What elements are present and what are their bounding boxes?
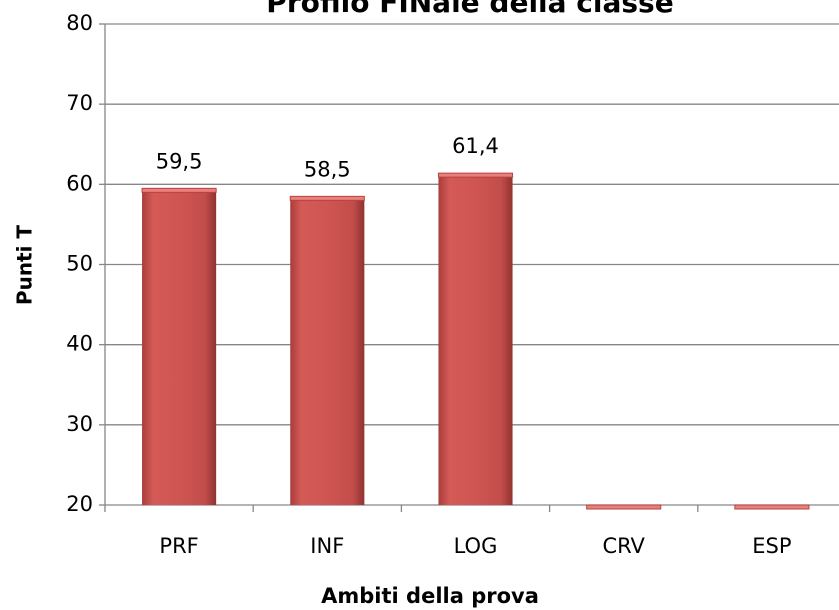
x-tick-label: LOG: [454, 534, 498, 558]
bar-cap: [437, 172, 514, 178]
data-label: 58,5: [304, 157, 351, 181]
y-tick-label: 40: [66, 332, 93, 356]
bar-cap: [586, 504, 662, 510]
y-tick-label: 70: [66, 91, 93, 115]
y-tick-label: 30: [66, 412, 93, 436]
y-tick-label: 20: [66, 492, 93, 516]
y-axis-label: Punti T: [13, 225, 37, 306]
y-tick-label: 80: [66, 11, 93, 35]
bar-cap: [734, 504, 810, 510]
bar: [142, 188, 217, 505]
x-axis-label: Ambiti della prova: [321, 584, 539, 608]
bar: [290, 196, 365, 505]
x-tick-label: PRF: [159, 534, 198, 558]
data-label: 61,4: [452, 134, 499, 158]
bar-cap: [289, 195, 365, 201]
bar-cap: [141, 187, 217, 193]
data-label: 59,5: [156, 149, 203, 173]
chart-title: Profilo FINale della classe: [266, 0, 673, 19]
y-tick-label: 50: [66, 252, 93, 276]
y-tick-label: 60: [66, 171, 93, 195]
x-tick-label: ESP: [752, 534, 791, 558]
bar: [438, 173, 513, 506]
x-tick-label: CRV: [602, 534, 645, 558]
x-tick-label: INF: [310, 534, 344, 558]
